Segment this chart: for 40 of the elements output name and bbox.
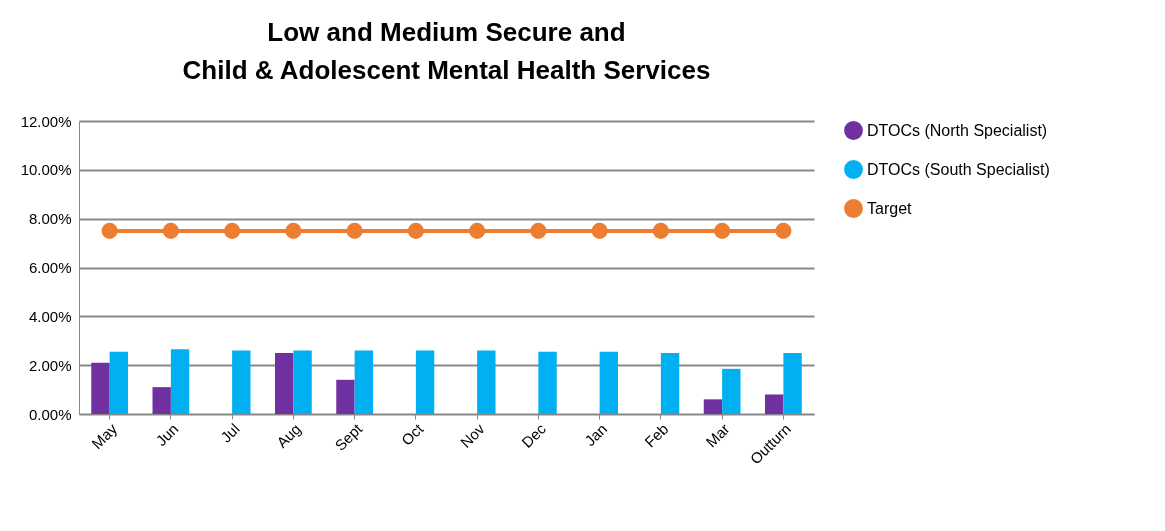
bar [660, 352, 680, 414]
legend-label: Target [867, 199, 913, 217]
text: Child & Adolescent Mental Health Services [182, 55, 711, 85]
x-tick-label: Jul [217, 420, 243, 446]
bar [275, 352, 294, 414]
x-tick-label: Dec [518, 419, 550, 451]
bar [170, 349, 190, 414]
bar [109, 351, 128, 414]
y-tick-label: 10.00% [20, 161, 72, 179]
legend-label: DTOCs (North Specialist) [867, 121, 1048, 139]
x-tick-label: Aug [273, 420, 304, 451]
bar [477, 350, 496, 414]
x-tick-label: Oct [397, 419, 428, 449]
y-tick-label: 2.00% [28, 356, 72, 374]
y-tick-label: 12.00% [20, 112, 72, 130]
bar [722, 368, 741, 414]
bar [599, 351, 618, 414]
x-tick-label: May [88, 419, 121, 453]
bar [765, 394, 784, 414]
y-tick-label: 0.00% [28, 405, 72, 423]
bar [783, 352, 802, 414]
bar [232, 350, 251, 414]
x-tick-label: Mar [702, 420, 733, 451]
bar [538, 351, 557, 414]
bar [336, 379, 355, 414]
x-tick-label: Feb [641, 420, 672, 451]
bar [91, 362, 110, 414]
bar [354, 350, 373, 414]
bar [703, 399, 723, 414]
y-tick-label: 4.00% [28, 307, 72, 325]
bar [293, 350, 312, 414]
x-tick-label: Nov [456, 419, 489, 451]
y-tick-label: 8.00% [28, 210, 72, 228]
legend-label: DTOCs (South Specialist) [867, 160, 1050, 178]
text: Low and Medium Secure and [267, 17, 626, 47]
x-tick-label: Jan [581, 420, 611, 450]
x-tick-label: Jun [152, 420, 182, 450]
bar [152, 387, 171, 414]
y-tick-label: 6.00% [28, 259, 72, 276]
bar [415, 350, 435, 414]
